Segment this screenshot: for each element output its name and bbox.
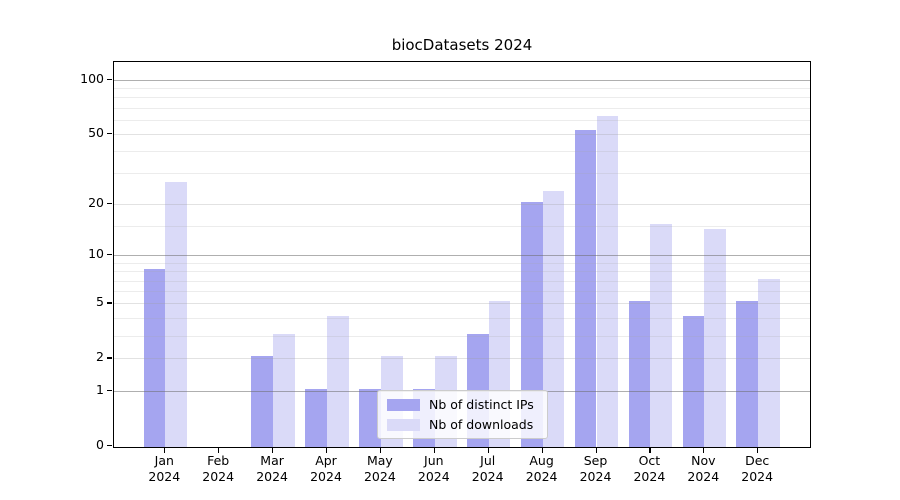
x-tick-label-jun: Jun 2024: [417, 453, 450, 484]
x-tick-mark-jan: [164, 448, 166, 453]
x-tick-mark-mar: [272, 448, 274, 453]
y-tick-mark-20: [107, 203, 112, 205]
bar-distinct-ips-dec: [736, 301, 759, 447]
gridline-90: [114, 87, 810, 89]
x-tick-mark-feb: [218, 448, 220, 453]
bar-distinct-ips-oct: [628, 301, 651, 447]
bar-distinct-ips-jan: [143, 269, 166, 447]
y-tick-mark-1: [107, 389, 112, 391]
y-tick-label-10: 10: [88, 246, 104, 262]
x-tick-label-sep: Sep 2024: [579, 453, 612, 484]
bar-distinct-ips-apr: [305, 388, 327, 447]
legend-swatch-icon: [387, 418, 420, 431]
x-tick-label-jul: Jul 2024: [471, 453, 504, 484]
bar-downloads-sep: [596, 116, 619, 447]
y-tick-label-2: 2: [96, 349, 104, 365]
legend-label: Nb of downloads: [429, 417, 534, 432]
bar-distinct-ips-aug: [520, 202, 543, 447]
bar-downloads-jan: [165, 182, 188, 447]
legend: Nb of distinct IPs Nb of downloads: [377, 390, 548, 439]
x-tick-mark-apr: [326, 448, 328, 453]
y-tick-mark-10: [107, 254, 112, 256]
bar-downloads-apr: [327, 315, 349, 447]
x-tick-mark-nov: [703, 448, 705, 453]
y-tick-mark-5: [107, 302, 112, 304]
y-tick-label-50: 50: [88, 124, 104, 140]
gridline-80: [114, 97, 810, 98]
x-tick-mark-dec: [757, 448, 759, 453]
x-tick-mark-aug: [541, 448, 543, 453]
gridline-50: [114, 133, 810, 135]
bar-distinct-ips-may: [359, 388, 381, 447]
y-tick-mark-50: [107, 132, 112, 134]
x-tick-mark-oct: [649, 448, 651, 453]
x-tick-label-may: May 2024: [363, 453, 396, 484]
x-tick-label-nov: Nov 2024: [687, 453, 720, 484]
y-tick-mark-2: [107, 357, 112, 359]
x-tick-label-apr: Apr 2024: [310, 453, 342, 484]
y-tick-label-100: 100: [80, 70, 104, 86]
x-tick-mark-jun: [433, 448, 435, 453]
x-tick-label-jan: Jan 2024: [148, 453, 181, 484]
y-tick-mark-0: [107, 444, 112, 446]
gridline-40: [114, 151, 810, 152]
y-tick-label-1: 1: [96, 381, 104, 397]
x-tick-mark-may: [379, 448, 382, 453]
bar-distinct-ips-nov: [682, 315, 705, 447]
y-tick-mark-100: [107, 78, 112, 80]
bar-downloads-mar: [273, 333, 295, 447]
legend-swatch-icon: [387, 398, 420, 411]
bar-downloads-dec: [758, 278, 780, 447]
x-tick-label-mar: Mar 2024: [256, 453, 288, 484]
x-tick-label-aug: Aug 2024: [525, 453, 558, 484]
bar-downloads-nov: [704, 228, 727, 447]
legend-label: Nb of distinct IPs: [429, 397, 534, 412]
bar-distinct-ips-mar: [251, 356, 274, 447]
x-tick-mark-sep: [595, 448, 597, 453]
x-tick-label-dec: Dec 2024: [741, 453, 774, 484]
y-tick-label-20: 20: [88, 195, 104, 211]
bar-distinct-ips-sep: [574, 130, 597, 447]
bar-downloads-oct: [650, 223, 673, 447]
gridline-15: [114, 225, 810, 227]
x-tick-mark-jul: [487, 448, 489, 453]
gridline-60: [114, 119, 810, 121]
gridline-30: [114, 173, 810, 175]
legend-row-downloads: Nb of downloads: [387, 417, 538, 432]
chart-title: biocDatasets 2024: [391, 36, 533, 54]
plot-area: [113, 61, 811, 448]
gridline-100: [114, 79, 810, 81]
x-tick-label-feb: Feb 2024: [202, 453, 235, 484]
x-tick-label-oct: Oct 2024: [633, 453, 666, 484]
legend-row-distinct-ips: Nb of distinct IPs: [387, 397, 538, 412]
y-tick-label-5: 5: [96, 294, 104, 310]
gridline-70: [114, 107, 810, 109]
y-tick-label-0: 0: [96, 436, 104, 452]
gridline-20: [114, 204, 810, 206]
